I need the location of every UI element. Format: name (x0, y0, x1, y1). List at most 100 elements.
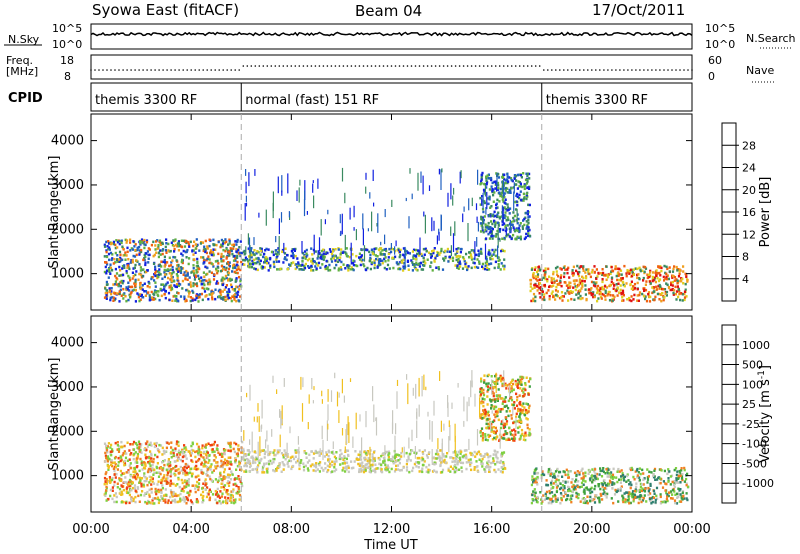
data-cell (452, 451, 455, 454)
data-cell (505, 416, 508, 419)
data-cell (230, 278, 233, 281)
data-cell (535, 270, 539, 274)
data-cell (129, 466, 132, 470)
data-cell (490, 375, 493, 378)
data-cell (135, 465, 138, 469)
data-cell (486, 266, 489, 269)
data-cell (195, 275, 198, 279)
data-cell (473, 468, 476, 471)
data-cell (114, 476, 117, 479)
data-cell (290, 249, 293, 253)
freq-point (506, 65, 509, 67)
data-cell (186, 274, 189, 277)
data-cell (486, 224, 489, 228)
data-cell (187, 450, 190, 453)
data-cell (437, 266, 440, 269)
data-cell (520, 383, 523, 386)
data-cell (165, 269, 168, 272)
data-cell (575, 269, 578, 273)
data-cell (234, 266, 237, 269)
data-cell (582, 265, 585, 268)
data-cell (261, 471, 264, 474)
data-cell (339, 463, 342, 466)
data-cell (238, 460, 241, 463)
data-cell (287, 465, 290, 468)
data-cell (161, 241, 164, 245)
data-cell (330, 451, 333, 454)
data-cell (223, 452, 226, 456)
data-cell (154, 270, 157, 273)
data-cell (378, 259, 381, 263)
data-cell (194, 455, 197, 459)
data-cell (521, 389, 524, 392)
data-cell (142, 268, 145, 271)
data-cell (189, 489, 192, 493)
data-cell (373, 468, 376, 471)
data-cell (397, 262, 400, 266)
freq-point (106, 69, 108, 71)
data-cell (244, 469, 248, 472)
data-cell (422, 247, 425, 251)
data-cell (187, 290, 190, 293)
data-cell (413, 265, 416, 268)
data-cell (196, 485, 199, 488)
data-cell (182, 490, 185, 493)
data-cell (341, 167, 344, 182)
data-cell (584, 293, 587, 296)
data-cell (160, 481, 163, 484)
data-cell (526, 180, 529, 183)
data-cell (481, 198, 483, 206)
data-cell (656, 292, 659, 296)
data-cell (391, 199, 393, 207)
data-cell (527, 380, 530, 383)
data-cell (105, 478, 108, 481)
data-cell (349, 207, 351, 220)
data-cell (180, 260, 183, 264)
data-cell (168, 272, 171, 275)
data-cell (355, 229, 357, 241)
data-cell (223, 449, 226, 452)
data-cell (176, 245, 179, 248)
freq-point (482, 65, 485, 67)
data-cell (514, 208, 518, 211)
data-cell (436, 252, 440, 255)
freq-point (563, 69, 565, 71)
data-cell (182, 239, 185, 243)
data-cell (105, 289, 109, 292)
data-cell (575, 279, 578, 282)
data-cell (494, 187, 497, 190)
data-cell (227, 484, 231, 487)
data-cell (220, 252, 223, 256)
data-cell (418, 470, 421, 473)
data-cell (566, 271, 569, 275)
data-cell (547, 289, 550, 292)
data-cell (418, 265, 421, 268)
data-cell (186, 491, 189, 494)
data-cell (223, 484, 227, 487)
data-cell (208, 490, 211, 493)
data-cell (581, 285, 584, 288)
data-cell (375, 257, 378, 261)
data-cell (211, 448, 214, 451)
data-cell (457, 254, 460, 258)
data-cell (217, 494, 220, 498)
data-cell (235, 442, 238, 446)
freq-label-line2: [MHz] (6, 65, 38, 78)
data-cell (151, 276, 154, 279)
data-cell (122, 297, 125, 300)
data-cell (259, 247, 262, 250)
data-cell (174, 285, 177, 288)
data-cell (504, 396, 507, 399)
data-cell (515, 227, 518, 230)
data-cell (160, 495, 163, 498)
data-cell (177, 451, 180, 454)
data-cell (141, 284, 144, 287)
data-cell (397, 459, 400, 462)
data-cell (465, 467, 468, 471)
data-cell (320, 466, 323, 470)
data-cell (219, 293, 223, 296)
data-cell (213, 454, 216, 457)
data-cell (631, 271, 634, 274)
data-cell (239, 251, 242, 255)
data-cell (183, 500, 186, 503)
